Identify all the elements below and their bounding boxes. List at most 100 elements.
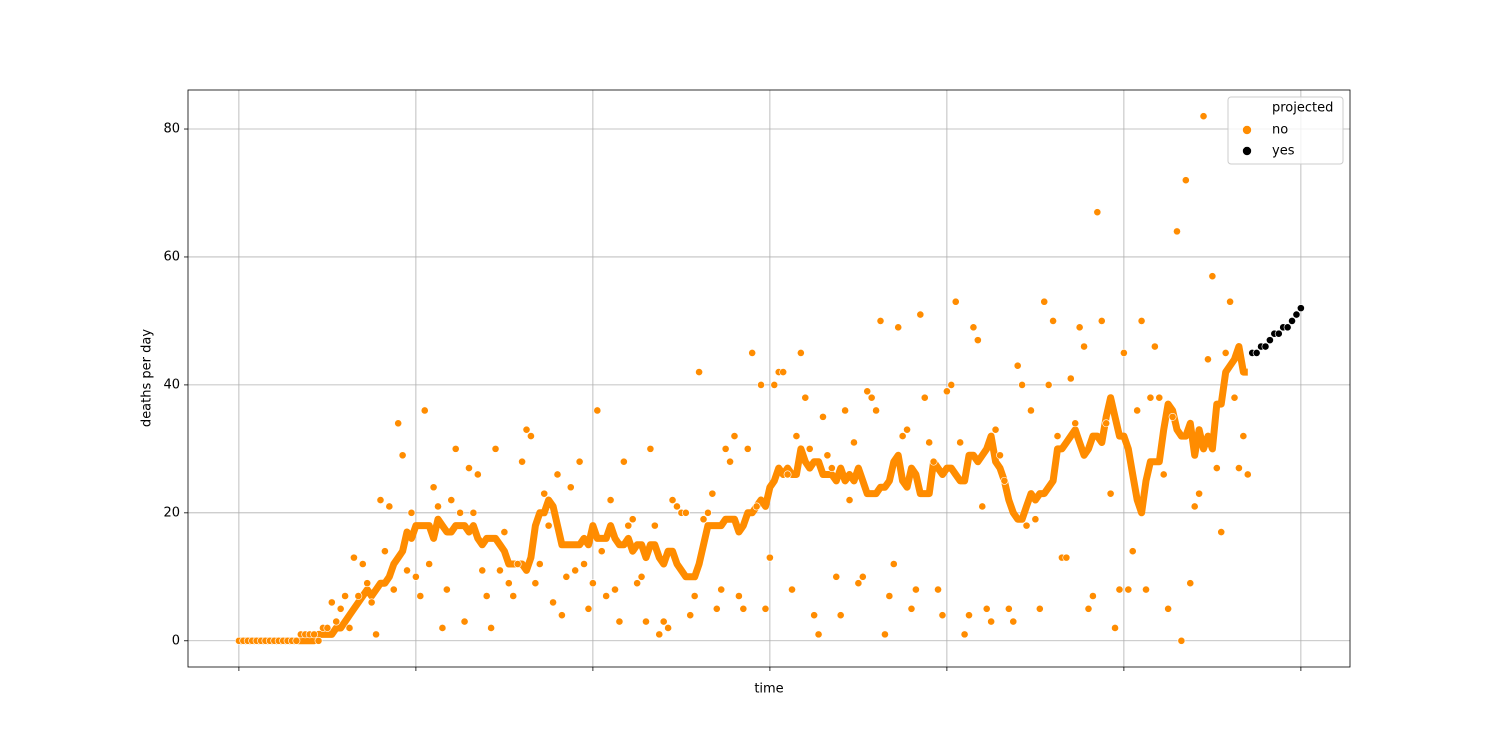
point — [372, 630, 380, 639]
point — [597, 547, 606, 556]
point — [938, 611, 947, 620]
point — [584, 604, 593, 613]
point — [779, 368, 788, 377]
point — [690, 592, 699, 600]
point — [1022, 521, 1031, 530]
point — [336, 604, 345, 613]
point — [1296, 304, 1305, 313]
point — [434, 502, 442, 511]
point — [881, 630, 889, 639]
point — [1199, 112, 1208, 121]
point — [1168, 412, 1177, 421]
point — [624, 521, 633, 530]
point — [752, 502, 761, 511]
point — [872, 406, 880, 415]
point — [1221, 349, 1230, 357]
point — [916, 310, 925, 319]
point — [956, 438, 965, 447]
point — [416, 592, 425, 600]
point — [642, 617, 650, 626]
point — [522, 425, 531, 434]
point — [403, 566, 411, 575]
point — [407, 508, 416, 517]
point — [438, 624, 447, 632]
point — [513, 560, 522, 568]
point — [1155, 393, 1164, 402]
point — [810, 611, 819, 620]
point — [602, 592, 611, 600]
point — [611, 585, 619, 594]
point — [1261, 342, 1270, 351]
point — [1274, 329, 1283, 338]
point — [460, 617, 469, 626]
point — [739, 604, 748, 613]
x-axis-label: time — [754, 682, 783, 697]
point — [544, 521, 553, 530]
grid — [188, 90, 1350, 667]
point — [726, 457, 734, 466]
point — [593, 406, 602, 415]
point — [708, 489, 717, 498]
point — [1283, 323, 1292, 332]
point — [982, 604, 991, 613]
point — [527, 432, 535, 440]
point — [832, 572, 841, 581]
point — [1239, 432, 1248, 440]
point — [1031, 515, 1040, 524]
point — [1133, 406, 1142, 415]
y-tick-label: 60 — [163, 249, 180, 264]
point — [1288, 317, 1296, 325]
point — [987, 617, 996, 626]
point — [1075, 323, 1084, 332]
point — [566, 483, 575, 492]
point — [827, 464, 836, 472]
point — [549, 598, 557, 607]
point — [588, 579, 597, 588]
point — [1243, 470, 1252, 479]
point — [637, 572, 646, 581]
point — [1000, 476, 1009, 485]
point — [730, 432, 739, 440]
point — [606, 496, 615, 504]
point — [1204, 355, 1212, 364]
point — [1089, 592, 1097, 600]
point — [934, 585, 942, 594]
point — [376, 496, 385, 504]
point — [1235, 464, 1243, 472]
point — [363, 579, 372, 588]
axes: 0 20 40 60 80 — [163, 122, 1302, 671]
point — [487, 624, 496, 632]
point — [1292, 310, 1301, 319]
point — [796, 349, 805, 357]
point — [876, 317, 885, 325]
point — [1159, 470, 1168, 479]
point — [1186, 579, 1195, 588]
point — [491, 444, 500, 453]
plot-area — [188, 90, 1350, 667]
point — [469, 508, 478, 517]
point — [1084, 604, 1093, 613]
point — [332, 617, 341, 626]
point — [850, 438, 858, 447]
point — [1004, 604, 1013, 613]
point — [836, 611, 845, 620]
point — [345, 624, 354, 632]
point — [721, 444, 730, 453]
point — [1124, 585, 1133, 594]
legend: projected no yes — [1227, 96, 1344, 165]
legend-title: projected — [1272, 101, 1333, 116]
point — [1044, 380, 1053, 389]
point — [1128, 547, 1137, 556]
point — [1177, 636, 1186, 645]
legend-label: yes — [1272, 144, 1295, 159]
legend-box — [1227, 96, 1344, 165]
point — [978, 502, 987, 511]
legend-marker — [1242, 125, 1252, 135]
point — [858, 572, 867, 581]
point — [1049, 317, 1057, 325]
point — [673, 502, 681, 511]
point — [619, 457, 628, 466]
point — [628, 515, 637, 524]
point — [748, 349, 757, 357]
